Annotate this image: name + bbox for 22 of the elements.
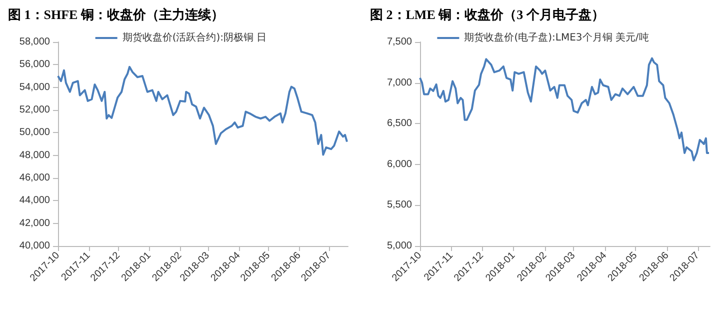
y-tick-label: 58,000 — [19, 36, 50, 48]
y-tick-label: 7,000 — [386, 77, 412, 88]
y-tick-label: 46,000 — [19, 172, 50, 184]
y-tick-label: 48,000 — [19, 150, 50, 161]
chart-title: 图 2：LME 铜：收盘价（3 个月电子盘） — [370, 6, 604, 24]
y-tick-label: 52,000 — [19, 104, 50, 116]
chart-title: 图 1：SHFE 铜：收盘价（主力连续） — [8, 6, 224, 24]
y-tick-label: 54,000 — [19, 82, 50, 93]
legend-label: 期货收盘价(活跃合约):阴极铜 日 — [122, 32, 267, 44]
y-tick-label: 6,500 — [386, 118, 412, 130]
line-series — [419, 57, 710, 162]
line-series — [57, 66, 348, 156]
y-tick-label: 6,000 — [386, 158, 412, 170]
y-tick-label: 44,000 — [19, 195, 50, 206]
y-tick-label: 50,000 — [19, 127, 50, 138]
legend-label: 期货收盘价(电子盘):LME3个月铜 美元/吨 — [464, 32, 649, 44]
y-tick-label: 40,000 — [19, 240, 50, 252]
y-tick-label: 7,500 — [386, 36, 412, 48]
y-tick-label: 42,000 — [19, 218, 50, 229]
y-tick-label: 5,000 — [386, 240, 412, 252]
y-tick-label: 56,000 — [19, 59, 50, 70]
y-tick-label: 5,500 — [386, 200, 412, 211]
